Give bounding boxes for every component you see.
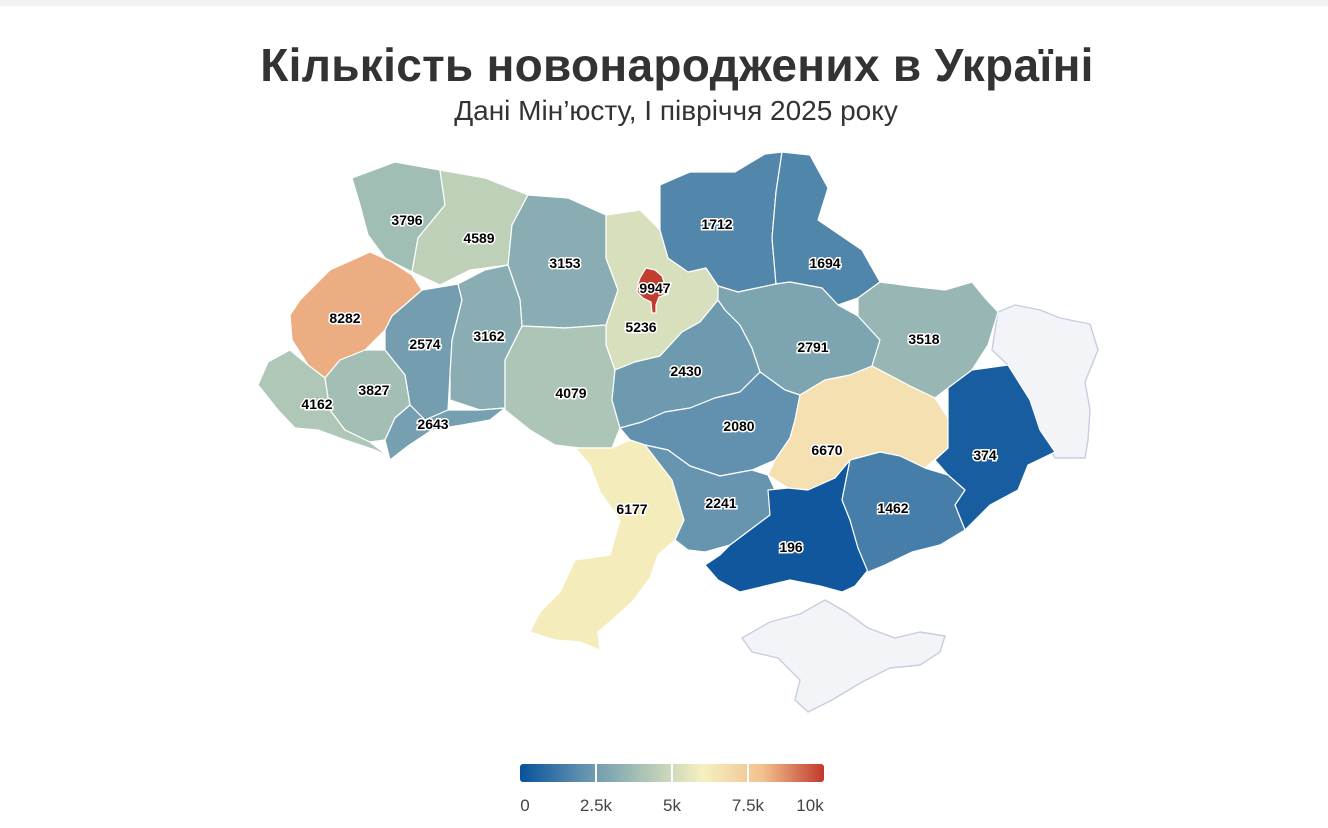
value-label-zhytomyr: 3153 (549, 255, 580, 271)
legend-tick-label: 10k (796, 796, 824, 815)
legend-tick-label: 5k (663, 796, 681, 815)
region-shapes (257, 151, 1099, 713)
region-donetsk[interactable] (934, 364, 1056, 531)
value-label-rivne: 4589 (463, 230, 494, 246)
legend-tick-mark (671, 764, 673, 782)
value-label-zakarpattia: 4162 (301, 396, 332, 412)
legend-tick-mark (595, 764, 597, 782)
value-label-poltava: 2791 (797, 339, 828, 355)
value-label-kirovohrad: 2080 (723, 418, 754, 434)
region-labels: 3796 4589 3153 5236 9947 1712 1694 8282 2574 3162… (300, 211, 998, 557)
legend-tick-label: 0 (520, 796, 530, 815)
region-chernivtsi[interactable] (384, 404, 506, 461)
color-legend: 0 2.5k 5k 7.5k 10k (520, 764, 824, 815)
region-odesa[interactable] (529, 439, 685, 651)
value-label-chernihiv: 1712 (701, 216, 732, 232)
value-label-kyiv-oblast: 5236 (625, 319, 656, 335)
value-label-mykolaiv: 2241 (705, 495, 736, 511)
region-zakarpattia[interactable] (257, 349, 389, 457)
region-rivne[interactable] (411, 169, 529, 286)
region-kharkiv[interactable] (857, 281, 999, 399)
value-label-ivano-frankivsk: 3827 (358, 382, 389, 398)
value-label-odesa: 6177 (616, 501, 647, 517)
map-title: Кількість новонароджених в Україні (260, 39, 1094, 91)
region-kyiv-city[interactable] (636, 267, 671, 314)
value-label-kyiv-city: 9947 (639, 280, 670, 296)
value-label-kharkiv: 3518 (908, 331, 939, 347)
value-label-sumy: 1694 (809, 255, 840, 271)
region-kherson[interactable] (704, 459, 869, 593)
value-label-volyn: 3796 (391, 212, 422, 228)
region-crimea[interactable] (741, 599, 946, 713)
value-label-kherson: 196 (779, 539, 803, 555)
region-zaporizhzhia[interactable] (841, 451, 966, 573)
value-label-donetsk: 374 (973, 447, 997, 463)
value-label-ternopil: 2574 (409, 336, 440, 352)
value-label-dnipropetrovsk: 6670 (811, 442, 842, 458)
value-label-lviv: 8282 (329, 310, 360, 326)
legend-tick-mark (747, 764, 749, 782)
legend-tick-label: 2.5k (579, 796, 613, 815)
top-strip (0, 0, 1328, 6)
value-label-cherkasy: 2430 (670, 363, 701, 379)
value-label-khmelnytskyi: 3162 (473, 328, 504, 344)
value-label-chernivtsi: 2643 (417, 416, 448, 432)
legend-tick-label: 7.5k (731, 796, 765, 815)
map-subtitle: Дані Мін’юсту, І півріччя 2025 року (454, 95, 898, 126)
value-label-vinnytsia: 4079 (555, 385, 586, 401)
value-label-zaporizhzhia: 1462 (877, 500, 908, 516)
